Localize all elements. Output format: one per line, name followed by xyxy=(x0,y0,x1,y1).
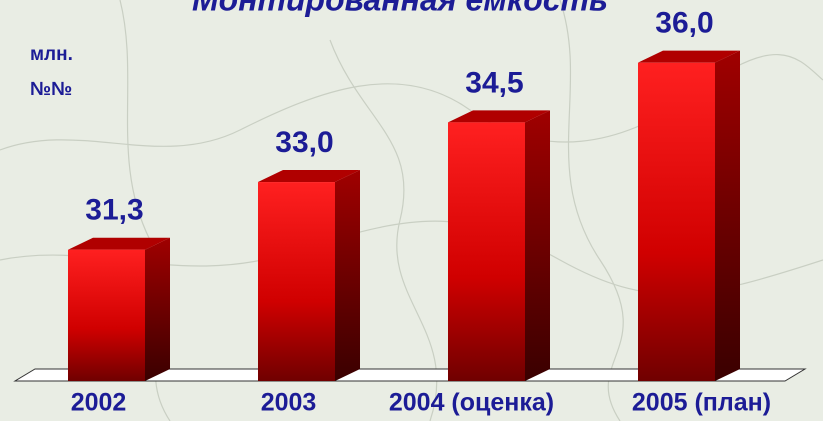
bar xyxy=(638,62,715,382)
bar xyxy=(448,122,525,382)
bar xyxy=(68,249,145,381)
value-label: 33,0 xyxy=(275,126,333,159)
x-tick-label: 2005 (план) xyxy=(632,389,771,417)
x-tick-label: 2004 (оценка) xyxy=(389,389,554,417)
bar-top xyxy=(638,50,740,63)
x-tick-label: 2003 xyxy=(261,389,317,417)
x-tick-label: 2002 xyxy=(71,389,127,417)
floor xyxy=(13,368,807,382)
y-axis-label: млн. xyxy=(30,44,73,65)
bar-top xyxy=(68,237,170,250)
value-label: 34,5 xyxy=(465,66,523,99)
bar-side xyxy=(145,237,170,381)
bar-side xyxy=(525,110,550,382)
value-label: 31,3 xyxy=(85,194,143,227)
bar-side xyxy=(715,50,740,382)
value-label: 36,0 xyxy=(655,7,713,40)
bar-top xyxy=(448,110,550,123)
y-axis-label: №№ xyxy=(30,79,72,100)
bar-side xyxy=(335,170,360,381)
chart-title: Монтированная емкость xyxy=(192,0,608,17)
bar xyxy=(258,182,335,381)
bar-top xyxy=(258,170,360,183)
